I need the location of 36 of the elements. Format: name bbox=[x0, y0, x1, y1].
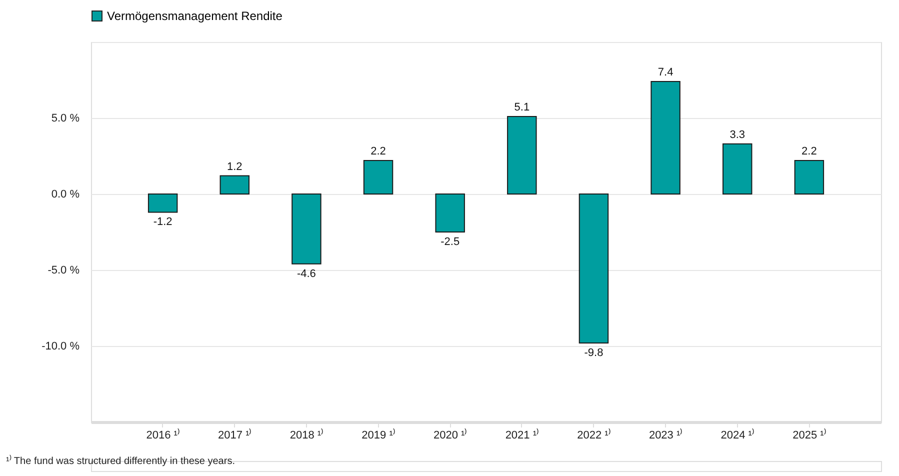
bar bbox=[148, 194, 178, 213]
data-label: 2.2 bbox=[370, 146, 386, 158]
x-tick-label: 2018 ¹⁾ bbox=[290, 428, 324, 442]
bar bbox=[363, 160, 394, 194]
bar bbox=[650, 81, 680, 194]
bar bbox=[794, 160, 824, 194]
bar bbox=[292, 194, 322, 264]
bar bbox=[435, 194, 465, 232]
data-label: 2.2 bbox=[802, 146, 817, 158]
data-label: 7.4 bbox=[658, 66, 674, 79]
x-tick-label: 2024 ¹⁾ bbox=[720, 428, 754, 442]
y-tick-label: 0.0 % bbox=[51, 188, 80, 200]
data-label: -2.5 bbox=[440, 236, 460, 248]
data-label: -4.6 bbox=[296, 268, 316, 280]
y-tick-label: 5.0 % bbox=[51, 112, 80, 124]
x-tick-label: 2023 ¹⁾ bbox=[648, 428, 682, 442]
data-label: 5.1 bbox=[514, 101, 530, 114]
data-label: -9.8 bbox=[584, 346, 604, 359]
legend-label: Vermögensmanagement Rendite bbox=[107, 9, 283, 23]
text: ¹⁾ The fund was structured differently in these years. bbox=[6, 454, 235, 467]
x-tick-label: 2025 ¹⁾ bbox=[792, 428, 826, 442]
y-tick-label: -5.0 % bbox=[48, 264, 80, 276]
x-tick-label: 2022 ¹⁾ bbox=[577, 428, 610, 442]
y-tick-label: -10.0 % bbox=[42, 340, 80, 352]
bar bbox=[220, 175, 250, 194]
data-label: 3.3 bbox=[730, 128, 746, 141]
x-tick-label: 2016 ¹⁾ bbox=[146, 428, 180, 442]
bar bbox=[722, 143, 752, 194]
x-tick-label: 2017 ¹⁾ bbox=[218, 428, 252, 442]
data-label: 1.2 bbox=[226, 160, 242, 173]
x-tick-label: 2020 ¹⁾ bbox=[433, 428, 467, 442]
x-tick-label: 2021 ¹⁾ bbox=[505, 428, 539, 442]
data-label: -1.2 bbox=[153, 216, 172, 228]
bar bbox=[507, 116, 537, 194]
x-tick-label: 2019 ¹⁾ bbox=[362, 428, 395, 442]
bar bbox=[578, 194, 609, 344]
